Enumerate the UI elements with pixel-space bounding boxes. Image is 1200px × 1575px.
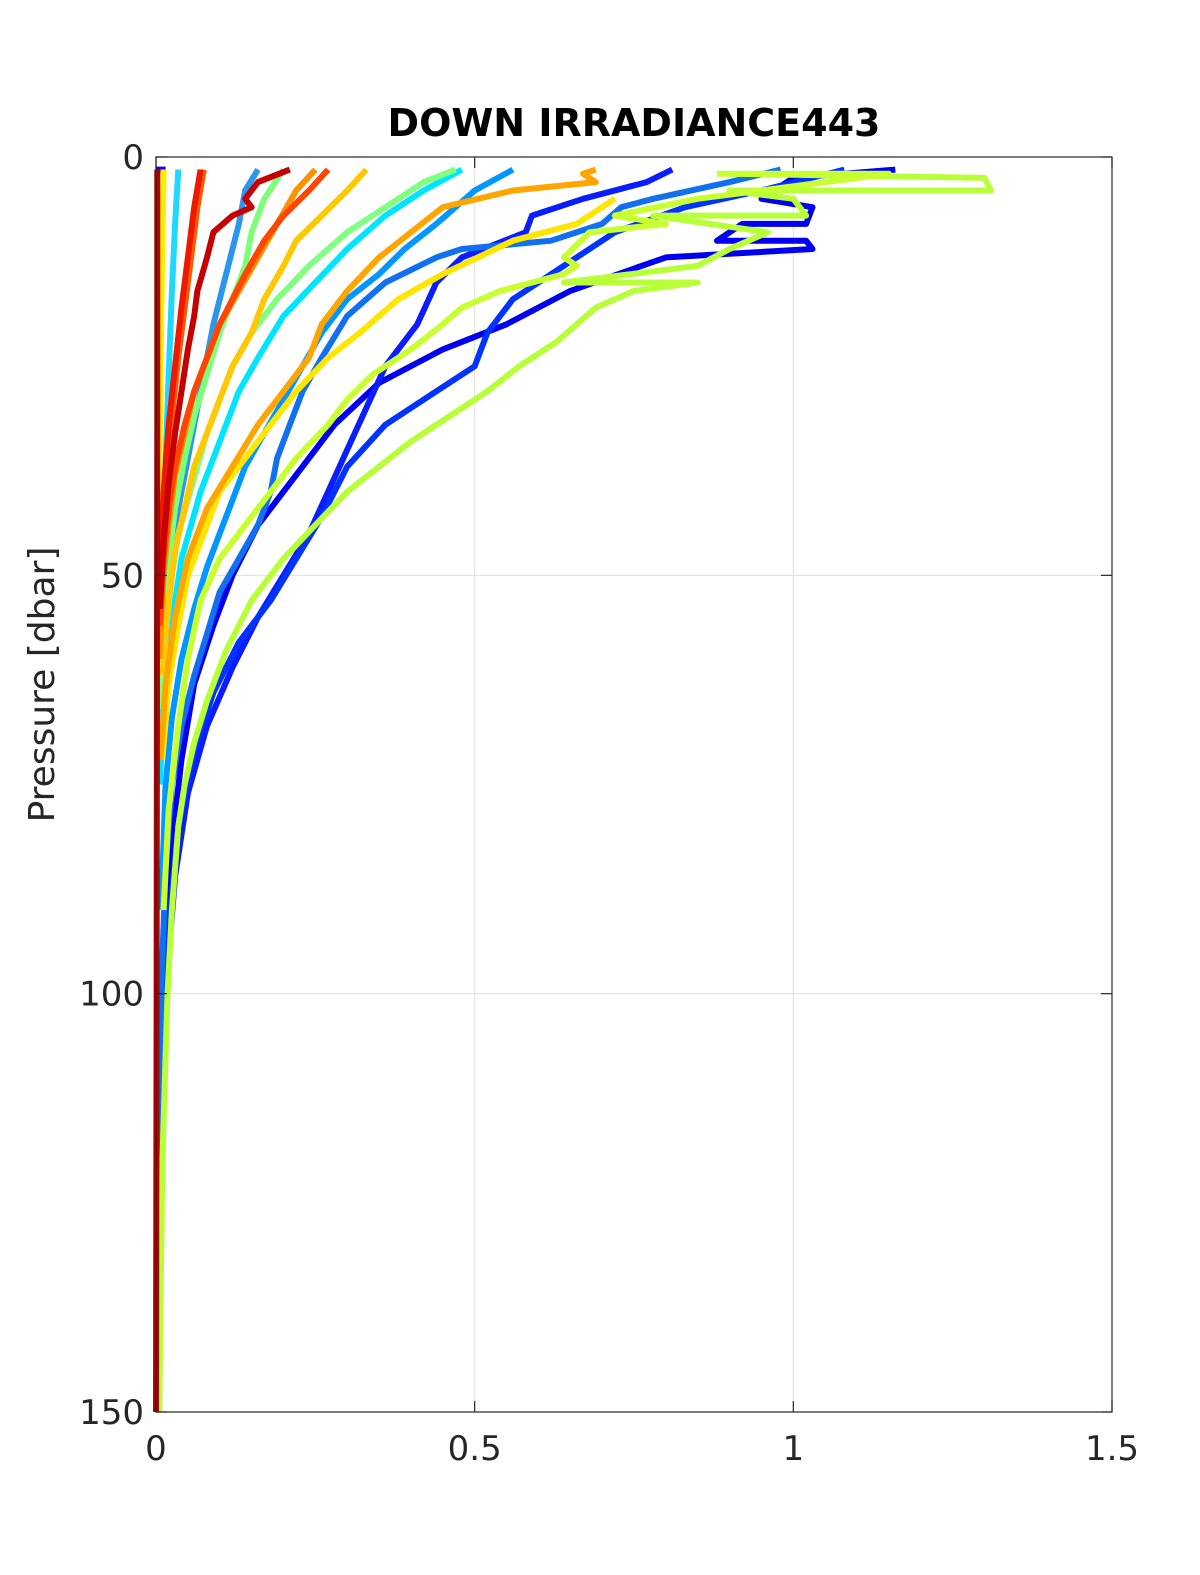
y-tick-label: 100 (79, 975, 144, 1015)
series-line-10 (156, 167, 287, 701)
series-line-22 (156, 166, 291, 609)
plot-area (153, 166, 994, 1413)
series-line-3 (154, 166, 674, 1413)
series-line-17 (157, 166, 599, 760)
grid-lines (156, 157, 1112, 1412)
chart-title: DOWN IRRADIANCE443 (388, 101, 881, 145)
x-tick-label: 1 (783, 1429, 805, 1469)
x-tick-label: 0.5 (448, 1429, 502, 1469)
y-tick-label: 50 (101, 556, 144, 596)
axis-ticks: 0 0.5 1 1.5 0 50 100 150 (79, 138, 1139, 1469)
series-line-12 (156, 170, 994, 1413)
y-tick-label: 150 (79, 1393, 144, 1433)
x-tick-label: 0 (145, 1429, 167, 1469)
series-line-4 (155, 166, 846, 1329)
series-line-5 (155, 166, 782, 1203)
series-line-16 (159, 167, 369, 676)
series-line-14 (159, 196, 617, 760)
y-tick-label: 0 (122, 138, 144, 178)
series-line-2 (154, 166, 896, 1413)
series-line-21 (156, 169, 204, 576)
x-tick-label: 1.5 (1085, 1429, 1139, 1469)
y-axis-label: Pressure [dbar] (22, 547, 63, 823)
series-line-6 (158, 166, 515, 911)
axes-box (155, 156, 1113, 1413)
series-line-13 (160, 170, 892, 911)
